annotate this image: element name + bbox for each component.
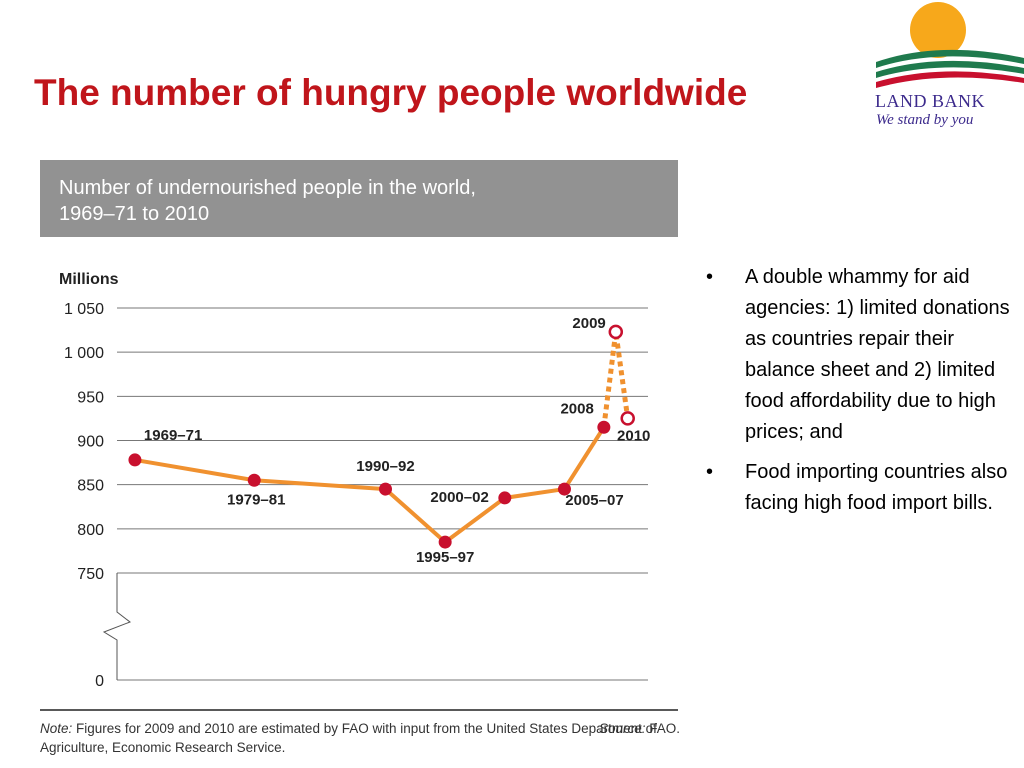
data-label: 1969–71: [144, 427, 202, 444]
land-bank-logo: LAND BANK We stand by you: [870, 0, 1024, 135]
logo-graphic: [876, 2, 1024, 88]
data-label: 2005–07: [565, 492, 623, 509]
bullet-text: A double whammy for aid agencies: 1) lim…: [745, 266, 1010, 443]
logo-tagline: We stand by you: [876, 112, 974, 128]
data-label: 2000–02: [430, 489, 488, 506]
chart-title-line-1: Number of undernourished people in the w…: [59, 177, 476, 199]
y-tick-label: 1 050: [64, 301, 104, 318]
data-point: [608, 324, 624, 340]
data-point: [247, 473, 261, 487]
bullet-text: Food importing countries also facing hig…: [745, 461, 1008, 514]
source-text: FAO.: [649, 721, 680, 736]
y-tick-label: 0: [95, 673, 104, 690]
bullet-glyph: •: [706, 461, 714, 483]
chart-title-line-2: 1969–71 to 2010: [59, 203, 210, 225]
data-label: 2008: [560, 400, 593, 417]
data-point: [620, 411, 635, 426]
y-tick-label: 1 000: [64, 345, 104, 362]
estimate-line: [601, 331, 631, 428]
data-label: 1995–97: [416, 549, 474, 566]
y-tick-label: 750: [77, 566, 104, 583]
bullet-item: • A double whammy for aid agencies: 1) l…: [706, 262, 1018, 448]
data-label: 2010: [617, 427, 650, 444]
logo-name: LAND BANK: [875, 91, 985, 111]
chart-note: Note: Figures for 2009 and 2010 are esti…: [40, 719, 680, 757]
y-tick-label: 800: [77, 522, 104, 539]
data-point: [557, 482, 571, 496]
data-label: 1979–81: [227, 491, 285, 508]
data-label: 1990–92: [356, 458, 414, 475]
y-axis-label: Millions: [59, 271, 119, 288]
data-label: 2009: [572, 315, 605, 332]
data-point: [498, 491, 512, 505]
y-tick-label: 900: [77, 434, 104, 451]
note-label: Note:: [40, 721, 73, 736]
data-point: [597, 420, 611, 434]
y-tick-label: 850: [77, 478, 104, 495]
data-point: [128, 453, 142, 467]
source-label: Source:: [598, 721, 646, 736]
slide-title: The number of hungry people worldwide: [34, 72, 748, 113]
bullet-item: • Food importing countries also facing h…: [706, 457, 1018, 519]
chart-title: Number of undernourished people in the w…: [40, 160, 678, 237]
data-point: [379, 482, 392, 496]
data-point: [438, 535, 452, 549]
bullet-list: • A double whammy for aid agencies: 1) l…: [706, 262, 1018, 528]
y-axis-break: [102, 573, 132, 680]
note-text: Figures for 2009 and 2010 are estimated …: [40, 721, 657, 755]
bullet-glyph: •: [706, 266, 714, 288]
y-tick-label: 950: [77, 389, 104, 406]
chart-source: Source: FAO.: [599, 719, 680, 738]
